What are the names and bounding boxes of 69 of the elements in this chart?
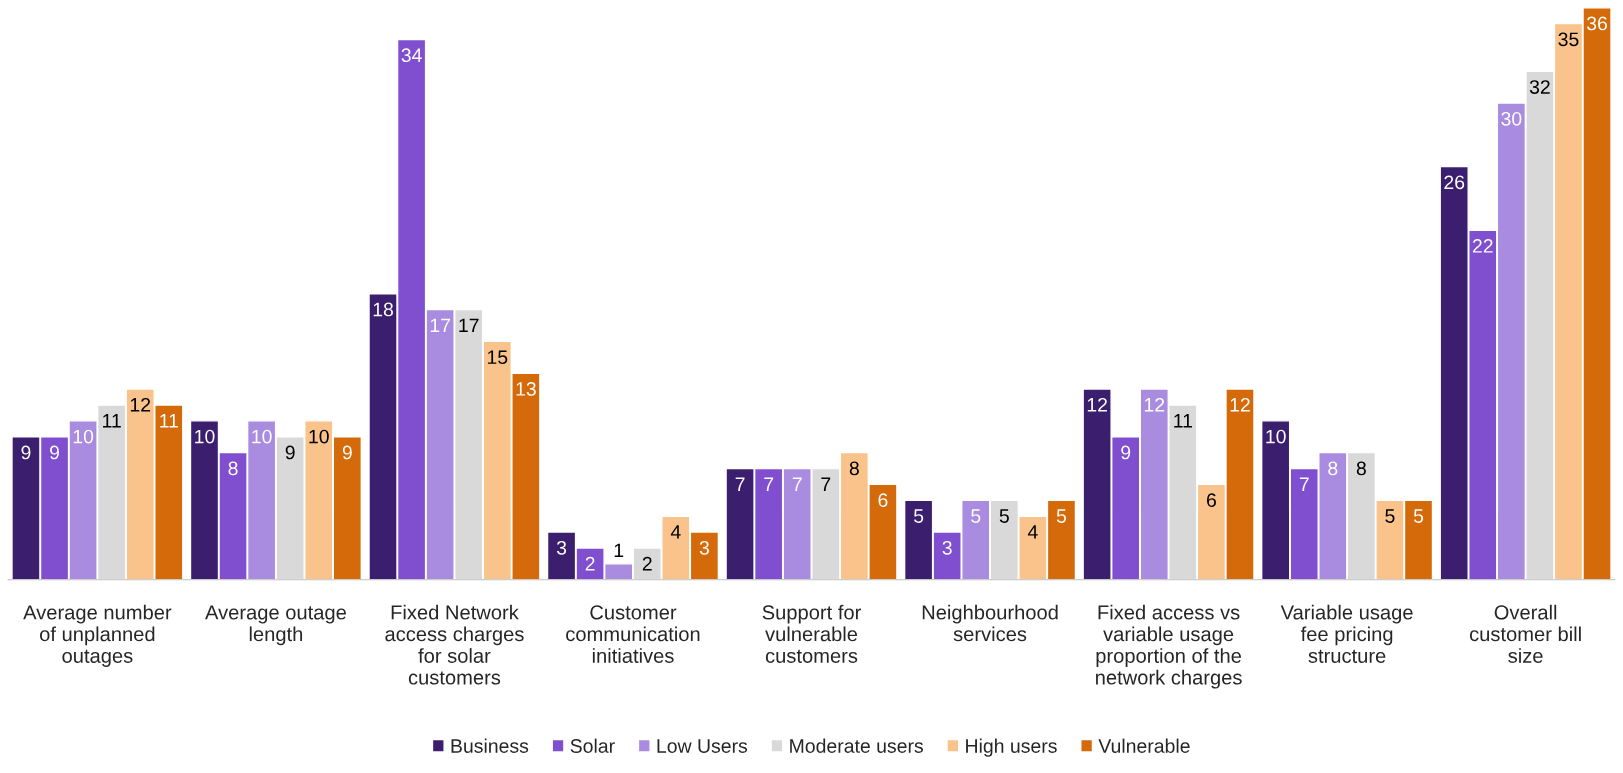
data-label: 10 xyxy=(1266,429,1286,444)
data-label: 12 xyxy=(1230,397,1250,412)
data-label: 10 xyxy=(309,429,329,444)
data-label: 12 xyxy=(1087,397,1107,412)
legend-label: High users xyxy=(966,738,1057,757)
x-tick-label: Support for vulnerable customers xyxy=(762,604,861,663)
data-label: 35 xyxy=(1558,32,1579,47)
x-tick-label: Fixed access vs variable usage proportion of the network charges xyxy=(1096,604,1242,689)
data-label: 10 xyxy=(73,429,94,444)
x-tick-label: Fixed Network access charges for solar customers xyxy=(385,604,524,685)
data-label: 11 xyxy=(160,414,178,428)
data-label: 4 xyxy=(670,525,681,539)
data-label: 15 xyxy=(487,350,508,365)
legend-label: Moderate users xyxy=(790,738,923,753)
data-label: 4 xyxy=(1027,525,1038,539)
x-tick-label: Neighbourhood services xyxy=(922,604,1058,642)
data-label: 5 xyxy=(1385,509,1395,523)
data-label: 6 xyxy=(878,493,888,508)
legend-label: Solar xyxy=(570,738,615,753)
data-label: 5 xyxy=(1056,509,1067,523)
data-label: 12 xyxy=(130,397,151,412)
data-label: 9 xyxy=(50,445,60,460)
x-tick-label: Average outage length xyxy=(205,605,346,646)
data-label: 3 xyxy=(942,540,952,555)
data-label: 9 xyxy=(285,445,295,460)
data-label: 9 xyxy=(21,445,31,460)
data-label: 7 xyxy=(821,477,831,491)
legend-label: Business xyxy=(451,738,529,753)
data-label: 18 xyxy=(373,302,393,317)
data-label: 8 xyxy=(1328,461,1338,476)
data-label: 7 xyxy=(792,477,802,491)
data-label: 22 xyxy=(1472,239,1493,253)
data-label: 5 xyxy=(1413,509,1424,523)
data-label: 12 xyxy=(1144,397,1165,412)
x-tick-label: Variable usage fee pricing structure xyxy=(1280,604,1413,663)
data-label: 17 xyxy=(459,318,479,333)
data-label: 26 xyxy=(1444,175,1465,190)
data-label: 9 xyxy=(342,445,352,460)
legend-label: Low Users xyxy=(657,739,748,753)
x-tick-label: Overall customer bill size xyxy=(1469,604,1581,663)
data-label: 30 xyxy=(1501,111,1522,126)
data-label: 34 xyxy=(401,48,422,63)
x-tick-label: Average number of unplanned outages xyxy=(23,604,172,667)
data-label: 11 xyxy=(103,414,121,428)
data-label: 10 xyxy=(252,429,272,444)
data-label: 13 xyxy=(516,382,536,396)
data-label: 3 xyxy=(699,540,709,555)
data-label: 2 xyxy=(585,556,595,571)
data-label: 1 xyxy=(614,543,624,558)
data-label: 32 xyxy=(1529,80,1550,94)
data-label: 7 xyxy=(735,477,745,491)
data-label: 11 xyxy=(1174,414,1192,428)
data-label: 9 xyxy=(1121,445,1131,460)
data-label: 2 xyxy=(642,556,652,571)
data-label: 5 xyxy=(913,509,924,523)
data-label: 3 xyxy=(556,540,567,555)
legend-label: Vulnerable xyxy=(1098,738,1190,753)
data-label: 7 xyxy=(1299,477,1309,491)
data-label: 8 xyxy=(1356,461,1366,476)
data-label: 36 xyxy=(1586,16,1607,31)
data-label: 8 xyxy=(228,461,238,476)
data-label: 5 xyxy=(971,509,981,523)
data-label: 5 xyxy=(999,509,1009,523)
data-label: 8 xyxy=(849,461,859,476)
data-label: 7 xyxy=(764,477,774,491)
x-tick-label: Customer communication initiatives xyxy=(566,605,700,663)
data-label: 10 xyxy=(195,429,215,444)
data-label: 17 xyxy=(430,318,450,333)
data-label: 6 xyxy=(1206,493,1216,508)
